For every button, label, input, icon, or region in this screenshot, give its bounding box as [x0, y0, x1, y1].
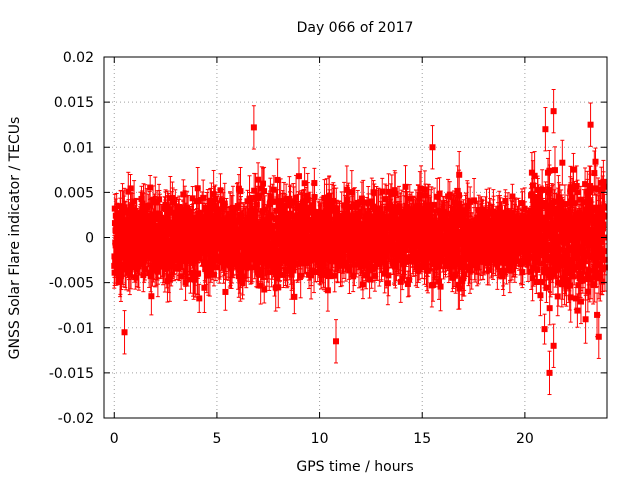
- y-axis-label: GNSS Solar Flare indicator / TECUs: [7, 117, 23, 360]
- data-point: [541, 313, 548, 345]
- y-tick-label: 0: [85, 231, 94, 247]
- x-tick-label: 0: [110, 431, 119, 447]
- x-tick-label: 20: [516, 431, 534, 447]
- y-tick-label: -0.015: [49, 366, 94, 382]
- data-point: [291, 279, 298, 315]
- data-point: [587, 102, 594, 147]
- data-point: [429, 125, 436, 170]
- chart-title: Day 066 of 2017: [297, 20, 414, 36]
- y-tick-label: 0.015: [54, 95, 94, 111]
- y-tick-label: 0.01: [63, 140, 94, 156]
- data-point: [196, 283, 203, 313]
- x-tick-labels: 0 5 10 15 20: [110, 431, 534, 447]
- data-point: [550, 323, 557, 368]
- data-point: [332, 319, 339, 364]
- data-point: [295, 157, 302, 195]
- x-tick-label: 5: [212, 431, 221, 447]
- data-point: [542, 107, 549, 152]
- y-tick-label: 0.005: [54, 185, 94, 201]
- x-tick-label: 15: [413, 431, 431, 447]
- data-series: [111, 88, 608, 396]
- y-tick-labels: -0.02 -0.015 -0.01 -0.005 0 0.005 0.01 0.015 0.0…: [49, 50, 94, 427]
- y-tick-label: -0.005: [49, 276, 94, 292]
- data-point: [546, 350, 553, 396]
- y-tick-label: -0.01: [58, 321, 94, 337]
- data-point: [406, 262, 413, 297]
- y-tick-label: -0.02: [58, 411, 94, 427]
- x-tick-label: 10: [311, 431, 329, 447]
- data-point: [121, 310, 128, 355]
- data-point: [550, 88, 557, 134]
- y-tick-label: 0.02: [63, 50, 94, 66]
- x-axis-label: GPS time / hours: [296, 459, 413, 475]
- data-point: [250, 105, 257, 150]
